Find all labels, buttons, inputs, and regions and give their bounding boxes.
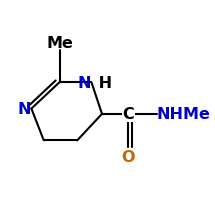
Text: O: O [122, 149, 135, 164]
Text: Me: Me [46, 36, 73, 51]
Text: H: H [93, 75, 112, 90]
Text: N: N [78, 75, 91, 90]
Text: C: C [123, 107, 134, 122]
Text: NHMe: NHMe [157, 107, 210, 122]
Text: N: N [18, 102, 31, 116]
